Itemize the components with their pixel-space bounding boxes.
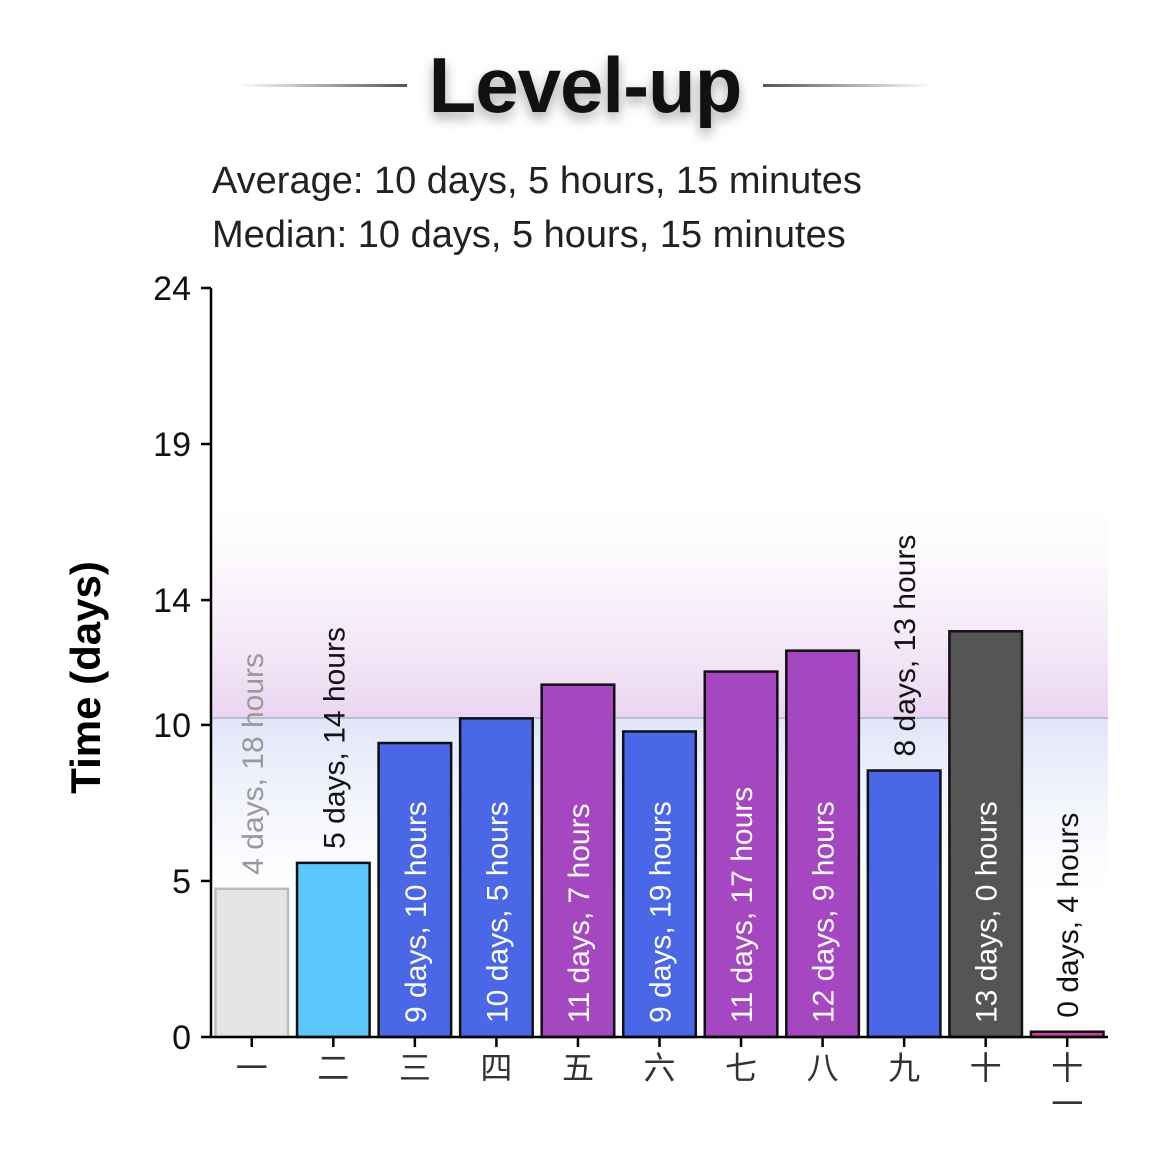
x-tick-label: 一 (236, 1049, 268, 1087)
y-tick-label: 14 (153, 582, 191, 620)
x-tick-label: 四 (480, 1049, 512, 1087)
data-label-8: 12 days, 9 hours (808, 801, 841, 1023)
x-tick-label: 二 (317, 1049, 349, 1087)
x-tick-label: 九 (888, 1049, 920, 1087)
x-tick-label: 八 (807, 1049, 839, 1087)
x-tick-label: 三 (399, 1049, 431, 1087)
axes-group: 0510141924一二三四五六七八九十十一Time (days) (62, 270, 1108, 1123)
median-stat: Median: 10 days, 5 hours, 15 minutes (212, 214, 846, 256)
bar-3 (377, 741, 453, 1039)
x-tick-label: 六 (643, 1049, 675, 1087)
chart-title: Level-up (428, 40, 743, 129)
x-tick-label: 十 (970, 1049, 1002, 1087)
chart-header: Level-up Average: 10 days, 5 hours, 15 m… (0, 0, 1170, 280)
data-label-9: 8 days, 13 hours (889, 535, 922, 757)
x-tick-label: 五 (562, 1049, 594, 1087)
bar-1 (214, 887, 290, 1039)
data-label-2: 5 days, 14 hours (318, 627, 351, 849)
data-label-11: 0 days, 4 hours (1052, 813, 1085, 1018)
y-tick-label: 24 (153, 270, 191, 308)
bar-8 (785, 649, 861, 1039)
bar-9 (866, 769, 942, 1039)
x-tick-label: 一 (1051, 1085, 1083, 1123)
x-tick-label: 十 (1051, 1049, 1083, 1087)
data-label-1: 4 days, 18 hours (237, 653, 270, 875)
data-labels-group: 4 days, 18 hours 5 days, 14 hours 9 days, … (237, 535, 1085, 1023)
data-label-7: 11 days, 17 hours (726, 787, 759, 1023)
y-tick-label: 5 (172, 863, 191, 901)
bar-4 (458, 717, 534, 1039)
bar-5 (540, 683, 616, 1039)
bars-group (214, 630, 1105, 1039)
x-tick-label: 七 (725, 1049, 757, 1087)
y-tick-label: 0 (172, 1019, 191, 1057)
average-stat: Average: 10 days, 5 hours, 15 minutes (212, 160, 862, 202)
title-rule-left (236, 83, 407, 87)
y-tick-label: 10 (153, 707, 191, 745)
bar-6 (621, 730, 698, 1039)
data-label-6: 9 days, 19 hours (645, 801, 678, 1023)
title-row: Level-up (0, 30, 1170, 140)
y-tick-label: 19 (153, 426, 191, 464)
data-label-4: 10 days, 5 hours (481, 801, 514, 1023)
title-rule-right (763, 83, 934, 87)
data-label-5: 11 days, 7 hours (563, 803, 596, 1023)
data-label-3: 9 days, 10 hours (400, 801, 433, 1023)
bar-2 (295, 861, 371, 1039)
y-axis-title: Time (days) (62, 561, 109, 794)
data-label-10: 13 days, 0 hours (971, 801, 1004, 1023)
